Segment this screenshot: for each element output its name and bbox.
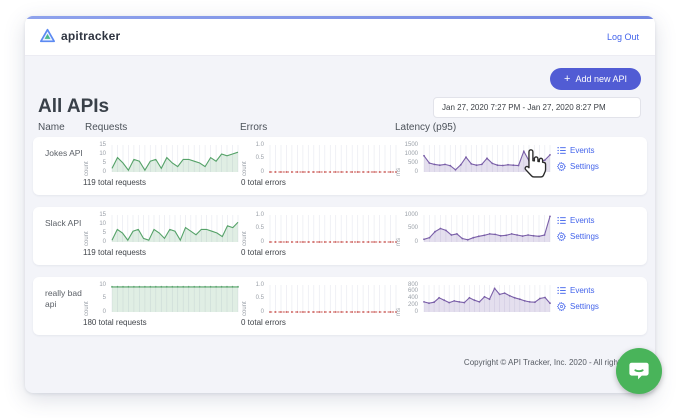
header-bar: apitracker Log Out (25, 19, 655, 56)
plus-icon: + (564, 72, 571, 85)
y-axis-unit: ms (396, 308, 402, 316)
settings-link[interactable]: Settings (557, 232, 599, 241)
settings-label: Settings (570, 162, 599, 171)
api-name: Slack API (45, 218, 82, 228)
errors-chart: 1.0 0.5 0 (249, 282, 400, 316)
column-header-requests: Requests (85, 122, 128, 133)
errors-caption: 0 total errors (241, 318, 286, 327)
requests-chart: 15 10 5 0 (91, 142, 242, 176)
api-name: Jokes API (45, 148, 83, 158)
errors-block: count 1.0 0.5 0 0 total errors (241, 212, 403, 257)
events-list-icon (557, 217, 566, 224)
events-link[interactable]: Events (557, 286, 599, 295)
brand-name: apitracker (61, 28, 121, 43)
requests-block: count 15 10 5 0 119 total requests (83, 142, 245, 187)
top-accent-bar (25, 16, 655, 19)
brand-logo[interactable]: apitracker (39, 28, 120, 43)
errors-caption: 0 total errors (241, 178, 286, 187)
requests-chart: 10 5 0 (91, 282, 242, 316)
latency-chart: 800 600 400 200 0 (403, 282, 554, 316)
latency-chart: 1000 500 0 (403, 212, 554, 246)
latency-block: ms 1500 1000 500 0 (395, 142, 557, 176)
settings-link[interactable]: Settings (557, 302, 599, 311)
logout-link[interactable]: Log Out (606, 32, 639, 42)
requests-chart: 15 10 5 0 (91, 212, 242, 246)
events-list-icon (557, 287, 566, 294)
column-headers: Name Requests Errors Latency (p95) (25, 122, 655, 136)
errors-block: count 1.0 0.5 0 0 total errors (241, 142, 403, 187)
y-axis-unit: ms (396, 238, 402, 246)
settings-gear-icon (557, 232, 566, 241)
events-label: Events (570, 286, 595, 295)
page-title: All APIs (38, 96, 110, 117)
apitracker-logo-icon (39, 28, 55, 43)
events-link[interactable]: Events (557, 146, 599, 155)
events-link[interactable]: Events (557, 216, 599, 225)
date-range-input[interactable] (433, 97, 641, 118)
settings-link[interactable]: Settings (557, 162, 599, 171)
requests-caption: 119 total requests (83, 178, 147, 187)
settings-gear-icon (557, 302, 566, 311)
y-axis-unit: count (242, 161, 248, 176)
requests-block: count 10 5 0 180 total requests (83, 282, 245, 327)
api-name: really bad api (45, 288, 82, 309)
column-header-errors: Errors (240, 122, 268, 133)
y-axis-unit: count (242, 301, 248, 316)
y-axis-unit: count (84, 301, 90, 316)
events-label: Events (570, 216, 595, 225)
app-window: apitracker Log Out + Add new API All API… (25, 16, 655, 393)
requests-caption: 119 total requests (83, 248, 147, 257)
chat-widget-button[interactable] (616, 348, 662, 394)
settings-gear-icon (557, 162, 566, 171)
errors-block: count 1.0 0.5 0 0 total errors (241, 282, 403, 327)
chat-bubble-icon (629, 362, 649, 380)
latency-block: ms 1000 500 0 (395, 212, 557, 246)
errors-chart: 1.0 0.5 0 (249, 212, 400, 246)
settings-label: Settings (570, 232, 599, 241)
events-label: Events (570, 146, 595, 155)
errors-chart: 1.0 0.5 0 (249, 142, 400, 176)
y-axis-unit: count (242, 231, 248, 246)
api-row-slack: Slack API count 15 10 5 0 119 total request… (33, 207, 647, 265)
latency-chart: 1500 1000 500 0 (403, 142, 554, 176)
requests-caption: 180 total requests (83, 318, 147, 327)
events-list-icon (557, 147, 566, 154)
y-axis-unit: count (84, 161, 90, 176)
latency-block: ms 800 600 400 200 0 (395, 282, 557, 316)
column-header-name: Name (38, 122, 65, 133)
y-axis-unit: ms (396, 168, 402, 176)
add-new-api-button[interactable]: + Add new API (550, 68, 641, 90)
api-row-jokes: Jokes API count 15 10 5 0 119 total request… (33, 137, 647, 195)
errors-caption: 0 total errors (241, 248, 286, 257)
settings-label: Settings (570, 302, 599, 311)
copyright-text: Copyright © API Tracker, Inc. 2020 - All… (463, 358, 629, 367)
api-row-really-bad-api: really bad api count 10 5 0 180 total requ… (33, 277, 647, 335)
requests-block: count 15 10 5 0 119 total requests (83, 212, 245, 257)
column-header-latency: Latency (p95) (395, 122, 457, 133)
y-axis-unit: count (84, 231, 90, 246)
add-new-api-label: Add new API (575, 74, 627, 84)
